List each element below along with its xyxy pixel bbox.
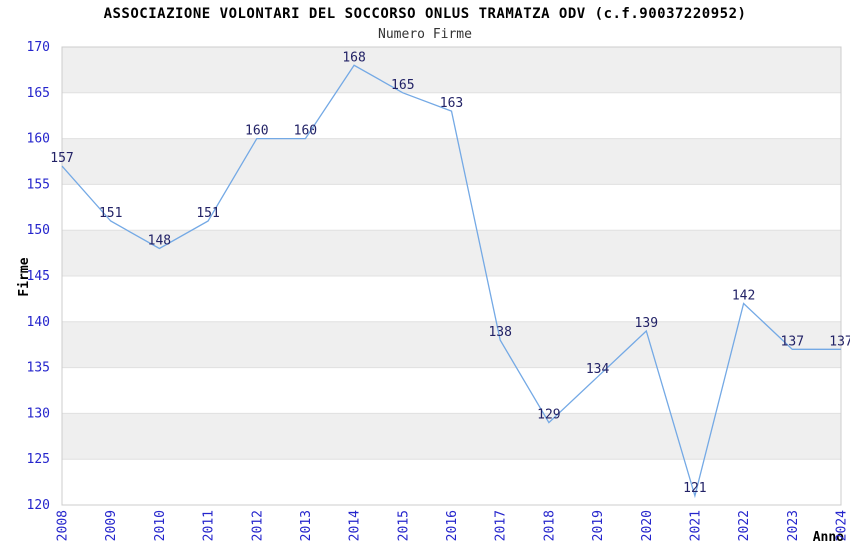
y-tick-label: 140 xyxy=(27,315,50,330)
y-tick-label: 160 xyxy=(27,132,50,147)
data-point-label: 157 xyxy=(50,151,73,166)
data-point-label: 137 xyxy=(829,334,850,349)
data-point-label: 148 xyxy=(148,234,171,249)
data-point-label: 121 xyxy=(683,481,706,496)
x-tick-label: 2011 xyxy=(202,510,217,541)
x-tick-label: 2008 xyxy=(56,510,71,541)
x-tick-label: 2023 xyxy=(786,510,801,541)
data-point-label: 151 xyxy=(99,206,122,221)
x-tick-label: 2010 xyxy=(153,510,168,541)
data-point-label: 165 xyxy=(391,78,414,93)
chart-title: ASSOCIAZIONE VOLONTARI DEL SOCCORSO ONLU… xyxy=(103,6,747,22)
y-tick-label: 165 xyxy=(27,86,50,101)
grid-band xyxy=(62,321,841,368)
x-tick-label: 2022 xyxy=(737,510,752,541)
x-tick-label: 2012 xyxy=(250,510,265,541)
grid-band xyxy=(62,47,841,93)
x-tick-label: 2021 xyxy=(688,510,703,541)
x-tick-label: 2015 xyxy=(396,510,411,541)
data-point-label: 139 xyxy=(635,316,658,331)
chart-subtitle: Numero Firme xyxy=(378,27,472,42)
grid-band xyxy=(62,230,841,276)
x-tick-label: 2024 xyxy=(835,510,850,541)
grid-band xyxy=(62,138,841,185)
x-tick-label: 2018 xyxy=(542,510,557,541)
x-tick-label: 2019 xyxy=(591,510,606,541)
y-tick-label: 125 xyxy=(27,452,50,467)
x-tick-label: 2017 xyxy=(494,510,509,541)
x-axis-title: Anno xyxy=(813,530,844,545)
x-tick-label: 2013 xyxy=(299,510,314,541)
y-tick-label: 130 xyxy=(27,406,50,421)
data-point-label: 160 xyxy=(294,124,317,139)
plot-border xyxy=(61,46,842,506)
grid-band xyxy=(62,413,841,460)
x-tick-label: 2009 xyxy=(104,510,119,541)
y-tick-label: 120 xyxy=(27,498,50,513)
y-tick-label: 155 xyxy=(27,177,50,192)
data-line xyxy=(61,64,841,499)
data-point-label: 129 xyxy=(537,408,560,423)
data-point-label: 168 xyxy=(342,50,365,65)
data-point-label: 163 xyxy=(440,96,463,111)
data-point-label: 160 xyxy=(245,124,268,139)
y-tick-label: 135 xyxy=(27,361,50,376)
data-point-label: 138 xyxy=(488,325,511,340)
x-tick-label: 2020 xyxy=(640,510,655,541)
y-tick-label: 150 xyxy=(27,223,50,238)
x-tick-label: 2016 xyxy=(445,510,460,541)
data-point-label: 134 xyxy=(586,362,610,377)
x-tick-label: 2014 xyxy=(348,510,363,541)
y-axis-title: Firme xyxy=(17,257,32,296)
y-tick-label: 170 xyxy=(27,40,50,55)
data-point-label: 137 xyxy=(781,334,804,349)
y-tick-label: 145 xyxy=(27,269,50,284)
data-point-label: 151 xyxy=(196,206,219,221)
data-point-label: 142 xyxy=(732,289,755,304)
